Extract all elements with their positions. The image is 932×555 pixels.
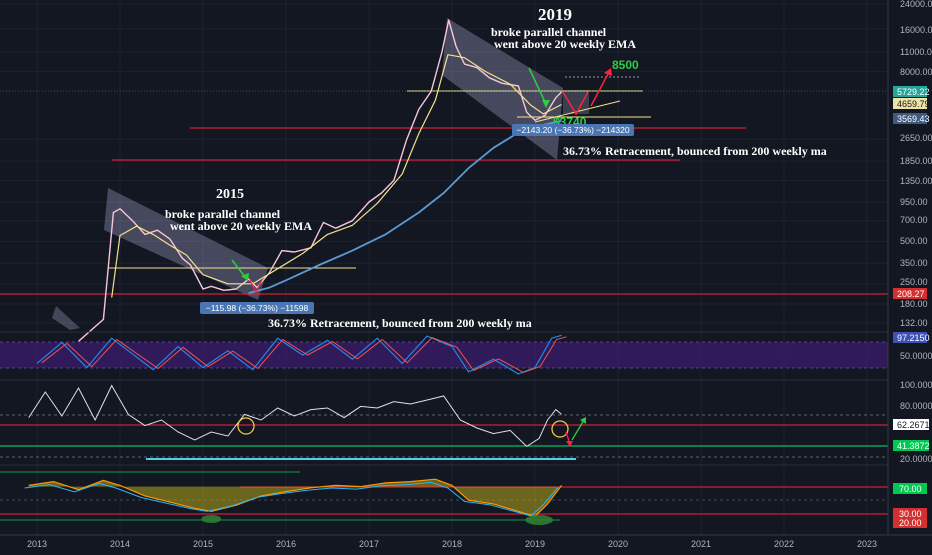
ema-tag-value: 4659.79 — [897, 99, 930, 109]
ema-tag — [893, 98, 927, 109]
support-tag-value: 208.27 — [897, 289, 925, 299]
oscillator-pane — [0, 464, 888, 525]
osc-overbought-fill — [28, 479, 562, 517]
y-tick-350: 350.00 — [900, 258, 928, 268]
oscillator-lines — [24, 478, 563, 525]
rsi-circle-2019 — [551, 420, 569, 438]
x-tick-2023: 2023 — [857, 539, 877, 549]
y-tick-11000: 11000.00 — [900, 47, 932, 57]
green-arrowhead-2019 — [542, 100, 550, 108]
x-tick-2022: 2022 — [774, 539, 794, 549]
osc-line-b — [24, 481, 558, 517]
rsi-tick-100: 100.0000 — [900, 380, 932, 390]
x-tick-2019: 2019 — [525, 539, 545, 549]
rsi-upper-tag-value: 62.2671 — [897, 420, 930, 430]
stoch-tick-50: 50.0000 — [900, 351, 932, 361]
label-2019: 2019 — [538, 5, 572, 24]
price-tag — [893, 86, 927, 97]
osc-tag-20-value: 20.00 — [899, 518, 922, 528]
note2-2015: went above 20 weekly EMA — [170, 219, 312, 233]
y-tick-700: 700.00 — [900, 215, 928, 225]
note1-2019: broke parallel channel — [491, 25, 607, 39]
red-arrow-2015 — [249, 279, 263, 294]
rsi-green-arrow — [571, 419, 585, 441]
projection-box — [563, 90, 589, 114]
x-tick-2018: 2018 — [442, 539, 462, 549]
rsi-pane — [0, 379, 888, 460]
rsi-circle-2015 — [237, 417, 255, 435]
osc-tag-30 — [893, 508, 927, 519]
ma-tag-value: 3569.43 — [897, 114, 930, 124]
price-pane: 2019 broke parallel channel went above 2… — [0, 5, 888, 342]
y-tick-500: 500.00 — [900, 236, 928, 246]
note2-2019: went above 20 weekly EMA — [494, 37, 636, 51]
x-tick-2015: 2015 — [193, 539, 213, 549]
osc-tag-70 — [893, 483, 927, 494]
stochastic-pane — [0, 331, 888, 375]
note1-2015: broke parallel channel — [165, 207, 281, 221]
red-arrow-up — [590, 71, 610, 107]
stochastic-lines — [36, 334, 567, 375]
osc-oversold-2019 — [525, 515, 554, 525]
x-tick-2016: 2016 — [276, 539, 296, 549]
measure-2015: −115.98 (−36.73%) −11598 — [206, 303, 309, 313]
y-tick-2650: 2650.00 — [900, 133, 932, 143]
green-arrow-2019 — [528, 67, 547, 105]
osc-tag-20 — [893, 518, 927, 528]
ema-20-weekly — [111, 54, 562, 298]
stochastic-band — [0, 342, 888, 368]
ma-tag — [893, 113, 927, 124]
stochastic-d — [41, 336, 567, 373]
price-tag-value: 5729.22 — [897, 87, 930, 97]
x-tick-2013: 2013 — [27, 539, 47, 549]
green-arrowhead-2015 — [241, 273, 249, 281]
rsi-tick-20: 20.0000 — [900, 454, 932, 464]
osc-oversold-2015 — [201, 515, 222, 523]
rsi-upper-tag — [893, 419, 929, 430]
price-axis: 24000.00 16000.00 11000.00 8000.00 5729.… — [887, 0, 932, 535]
y-tick-24000: 24000.00 — [900, 0, 932, 9]
y-tick-16000: 16000.00 — [900, 25, 932, 35]
stoch-tag — [893, 332, 927, 343]
x-tick-2020: 2020 — [608, 539, 628, 549]
y-tick-1850: 1850.00 — [900, 156, 932, 166]
y-tick-1350: 1350.00 — [900, 176, 932, 186]
red-arrowhead-up — [604, 68, 612, 76]
rsi-lower-tag-value: 41.3872 — [897, 441, 930, 451]
measure-2019: −2143.20 (−36.73%) −214320 — [516, 125, 629, 135]
retrace-note-2019: 36.73% Retracement, bounced from 200 wee… — [563, 144, 827, 158]
channel-2015 — [104, 188, 268, 300]
stochastic-k — [36, 334, 562, 375]
support-tag — [893, 288, 927, 299]
y-tick-250: 250.00 — [900, 277, 928, 287]
retrace-note-2015: 36.73% Retracement, bounced from 200 wee… — [268, 316, 532, 330]
time-axis: 2013 2014 2015 2016 2017 2018 2019 2020 2021 2022… — [0, 534, 932, 549]
osc-tag-70-value: 70.00 — [899, 484, 922, 494]
x-tick-2017: 2017 — [359, 539, 379, 549]
x-tick-2021: 2021 — [691, 539, 711, 549]
stoch-tag-value: 97.2150 — [897, 333, 930, 343]
rsi-lines — [28, 384, 562, 448]
rsi-line — [28, 384, 562, 448]
red-arrow-down — [562, 91, 589, 116]
rsi-red-arrowhead — [566, 441, 573, 447]
price-line-series — [78, 19, 563, 342]
rsi-lower-tag — [893, 440, 929, 451]
y-tick-132: 132.00 — [900, 318, 928, 328]
rsi-tick-80: 80.0000 — [900, 401, 932, 411]
channel-2013 — [52, 306, 80, 330]
osc-line-a — [28, 478, 563, 518]
y-tick-950: 950.00 — [900, 197, 928, 207]
measure-box-2015 — [200, 302, 314, 314]
label-2015: 2015 — [216, 187, 244, 202]
target-8500: 8500 — [612, 58, 639, 72]
rsi-green-arrowhead — [580, 417, 586, 424]
y-tick-8000: 8000.00 — [900, 67, 932, 77]
osc-tag-30-value: 30.00 — [899, 509, 922, 519]
y-tick-180: 180.00 — [900, 299, 928, 309]
measure-box-2019 — [512, 124, 634, 136]
x-tick-2014: 2014 — [110, 539, 130, 549]
